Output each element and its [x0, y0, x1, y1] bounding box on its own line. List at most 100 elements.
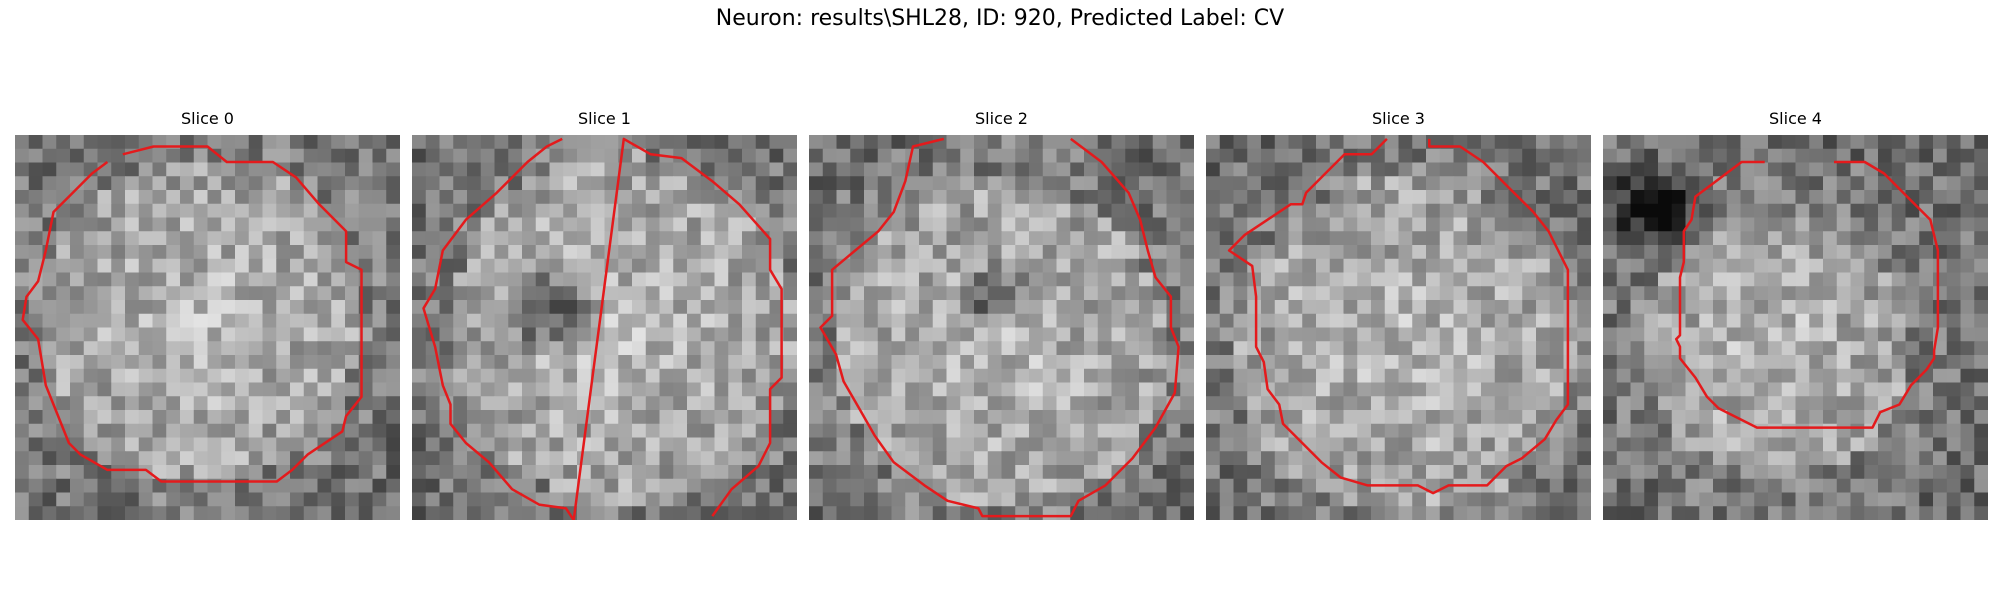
- pixel-cell: [290, 437, 305, 452]
- pixel-cell: [180, 217, 195, 232]
- pixel-cell: [207, 286, 222, 301]
- pixel-cell: [425, 451, 441, 466]
- pixel-cell: [1713, 465, 1728, 480]
- pixel-cell: [28, 217, 44, 232]
- pixel-cell: [1125, 465, 1140, 480]
- pixel-cell: [1166, 410, 1181, 425]
- pixel-cell: [1274, 245, 1290, 260]
- pixel-cell: [1152, 327, 1168, 342]
- pixel-cell: [235, 341, 250, 356]
- pixel-cell: [480, 135, 496, 150]
- pixel-cell: [1371, 286, 1386, 301]
- pixel-cell: [783, 286, 797, 301]
- pixel-cell: [864, 506, 879, 520]
- pixel-cell: [1070, 423, 1085, 439]
- pixel-cell: [480, 410, 496, 425]
- pixel-cell: [1384, 300, 1400, 315]
- pixel-cell: [1166, 217, 1181, 232]
- pixel-cell: [1042, 327, 1058, 342]
- pixel-cell: [1809, 231, 1824, 246]
- pixel-cell: [1713, 272, 1728, 287]
- pixel-cell: [1494, 300, 1510, 315]
- pixel-cell: [1658, 272, 1673, 287]
- pixel-cell: [1247, 258, 1262, 274]
- pixel-cell: [439, 190, 454, 205]
- pixel-cell: [891, 231, 906, 246]
- pixel-cell: [138, 368, 154, 384]
- pixel-cell: [1699, 203, 1714, 219]
- pixel-cell: [850, 506, 865, 520]
- pixel-cell: [891, 313, 906, 329]
- pixel-cell: [425, 148, 441, 164]
- pixel-cell: [235, 258, 250, 274]
- pixel-cell: [1630, 327, 1645, 342]
- pixel-cell: [1398, 135, 1413, 150]
- pixel-cell: [1329, 382, 1345, 397]
- pixel-cell: [1139, 313, 1154, 329]
- pixel-cell: [439, 478, 454, 494]
- pixel-cell: [193, 190, 209, 205]
- pixel-cell: [755, 410, 771, 425]
- pixel-cell: [1536, 368, 1551, 384]
- pixel-cell: [1398, 176, 1413, 191]
- pixel-cell: [1713, 245, 1728, 260]
- pixel-cell: [56, 327, 71, 342]
- pixel-cell: [1630, 300, 1645, 315]
- pixel-cell: [960, 176, 975, 191]
- pixel-cell: [1015, 162, 1030, 177]
- pixel-cell: [1809, 300, 1824, 315]
- pixel-cell: [1467, 341, 1482, 356]
- pixel-cell: [687, 217, 702, 232]
- pixel-cell: [1084, 217, 1099, 232]
- pixel-cell: [28, 300, 44, 315]
- pixel-cell: [1316, 410, 1331, 425]
- pixel-cell: [1644, 162, 1659, 177]
- pixel-cell: [111, 410, 126, 425]
- pixel-cell: [987, 286, 1003, 301]
- pixel-cell: [1494, 327, 1510, 342]
- pixel-cell: [317, 478, 332, 494]
- pixel-cell: [42, 355, 57, 370]
- pixel-cell: [28, 506, 44, 520]
- pixel-cell: [673, 410, 688, 425]
- pixel-cell: [262, 286, 277, 301]
- pixel-cell: [783, 327, 797, 342]
- pixel-cell: [1919, 300, 1934, 315]
- pixel-cell: [372, 327, 387, 342]
- pixel-cell: [1015, 286, 1030, 301]
- pixel-cell: [549, 176, 564, 191]
- pixel-cell: [439, 465, 454, 480]
- pixel-cell: [331, 203, 346, 219]
- pixel-cell: [864, 176, 879, 191]
- pixel-cell: [1288, 396, 1303, 411]
- pixel-cell: [836, 217, 851, 232]
- pixel-cell: [1029, 258, 1044, 274]
- pixel-cell: [1261, 203, 1276, 219]
- pixel-cell: [372, 231, 387, 246]
- pixel-cell: [1671, 382, 1687, 397]
- pixel-cell: [905, 506, 920, 520]
- pixel-cell: [836, 313, 851, 329]
- pixel-cell: [1549, 300, 1565, 315]
- pixel-cell: [494, 135, 509, 150]
- pixel-cell: [687, 437, 702, 452]
- pixel-cell: [1398, 341, 1413, 356]
- pixel-cell: [1042, 313, 1058, 329]
- pixel-cell: [1522, 492, 1537, 507]
- pixel-cell: [1288, 162, 1303, 177]
- pixel-cell: [1713, 423, 1728, 439]
- pixel-cell: [604, 368, 619, 384]
- pixel-cell: [850, 313, 865, 329]
- pixel-cell: [1371, 245, 1386, 260]
- pixel-cell: [1630, 176, 1645, 191]
- pixel-cell: [1549, 506, 1565, 520]
- pixel-cell: [1603, 492, 1618, 507]
- pixel-cell: [1001, 148, 1016, 164]
- pixel-cell: [1152, 341, 1168, 356]
- pixel-cell: [1754, 327, 1769, 342]
- pixel-cell: [742, 355, 757, 370]
- pixel-cell: [83, 272, 99, 287]
- pixel-cell: [1398, 327, 1413, 342]
- pixel-cell: [905, 176, 920, 191]
- pixel-cell: [138, 162, 154, 177]
